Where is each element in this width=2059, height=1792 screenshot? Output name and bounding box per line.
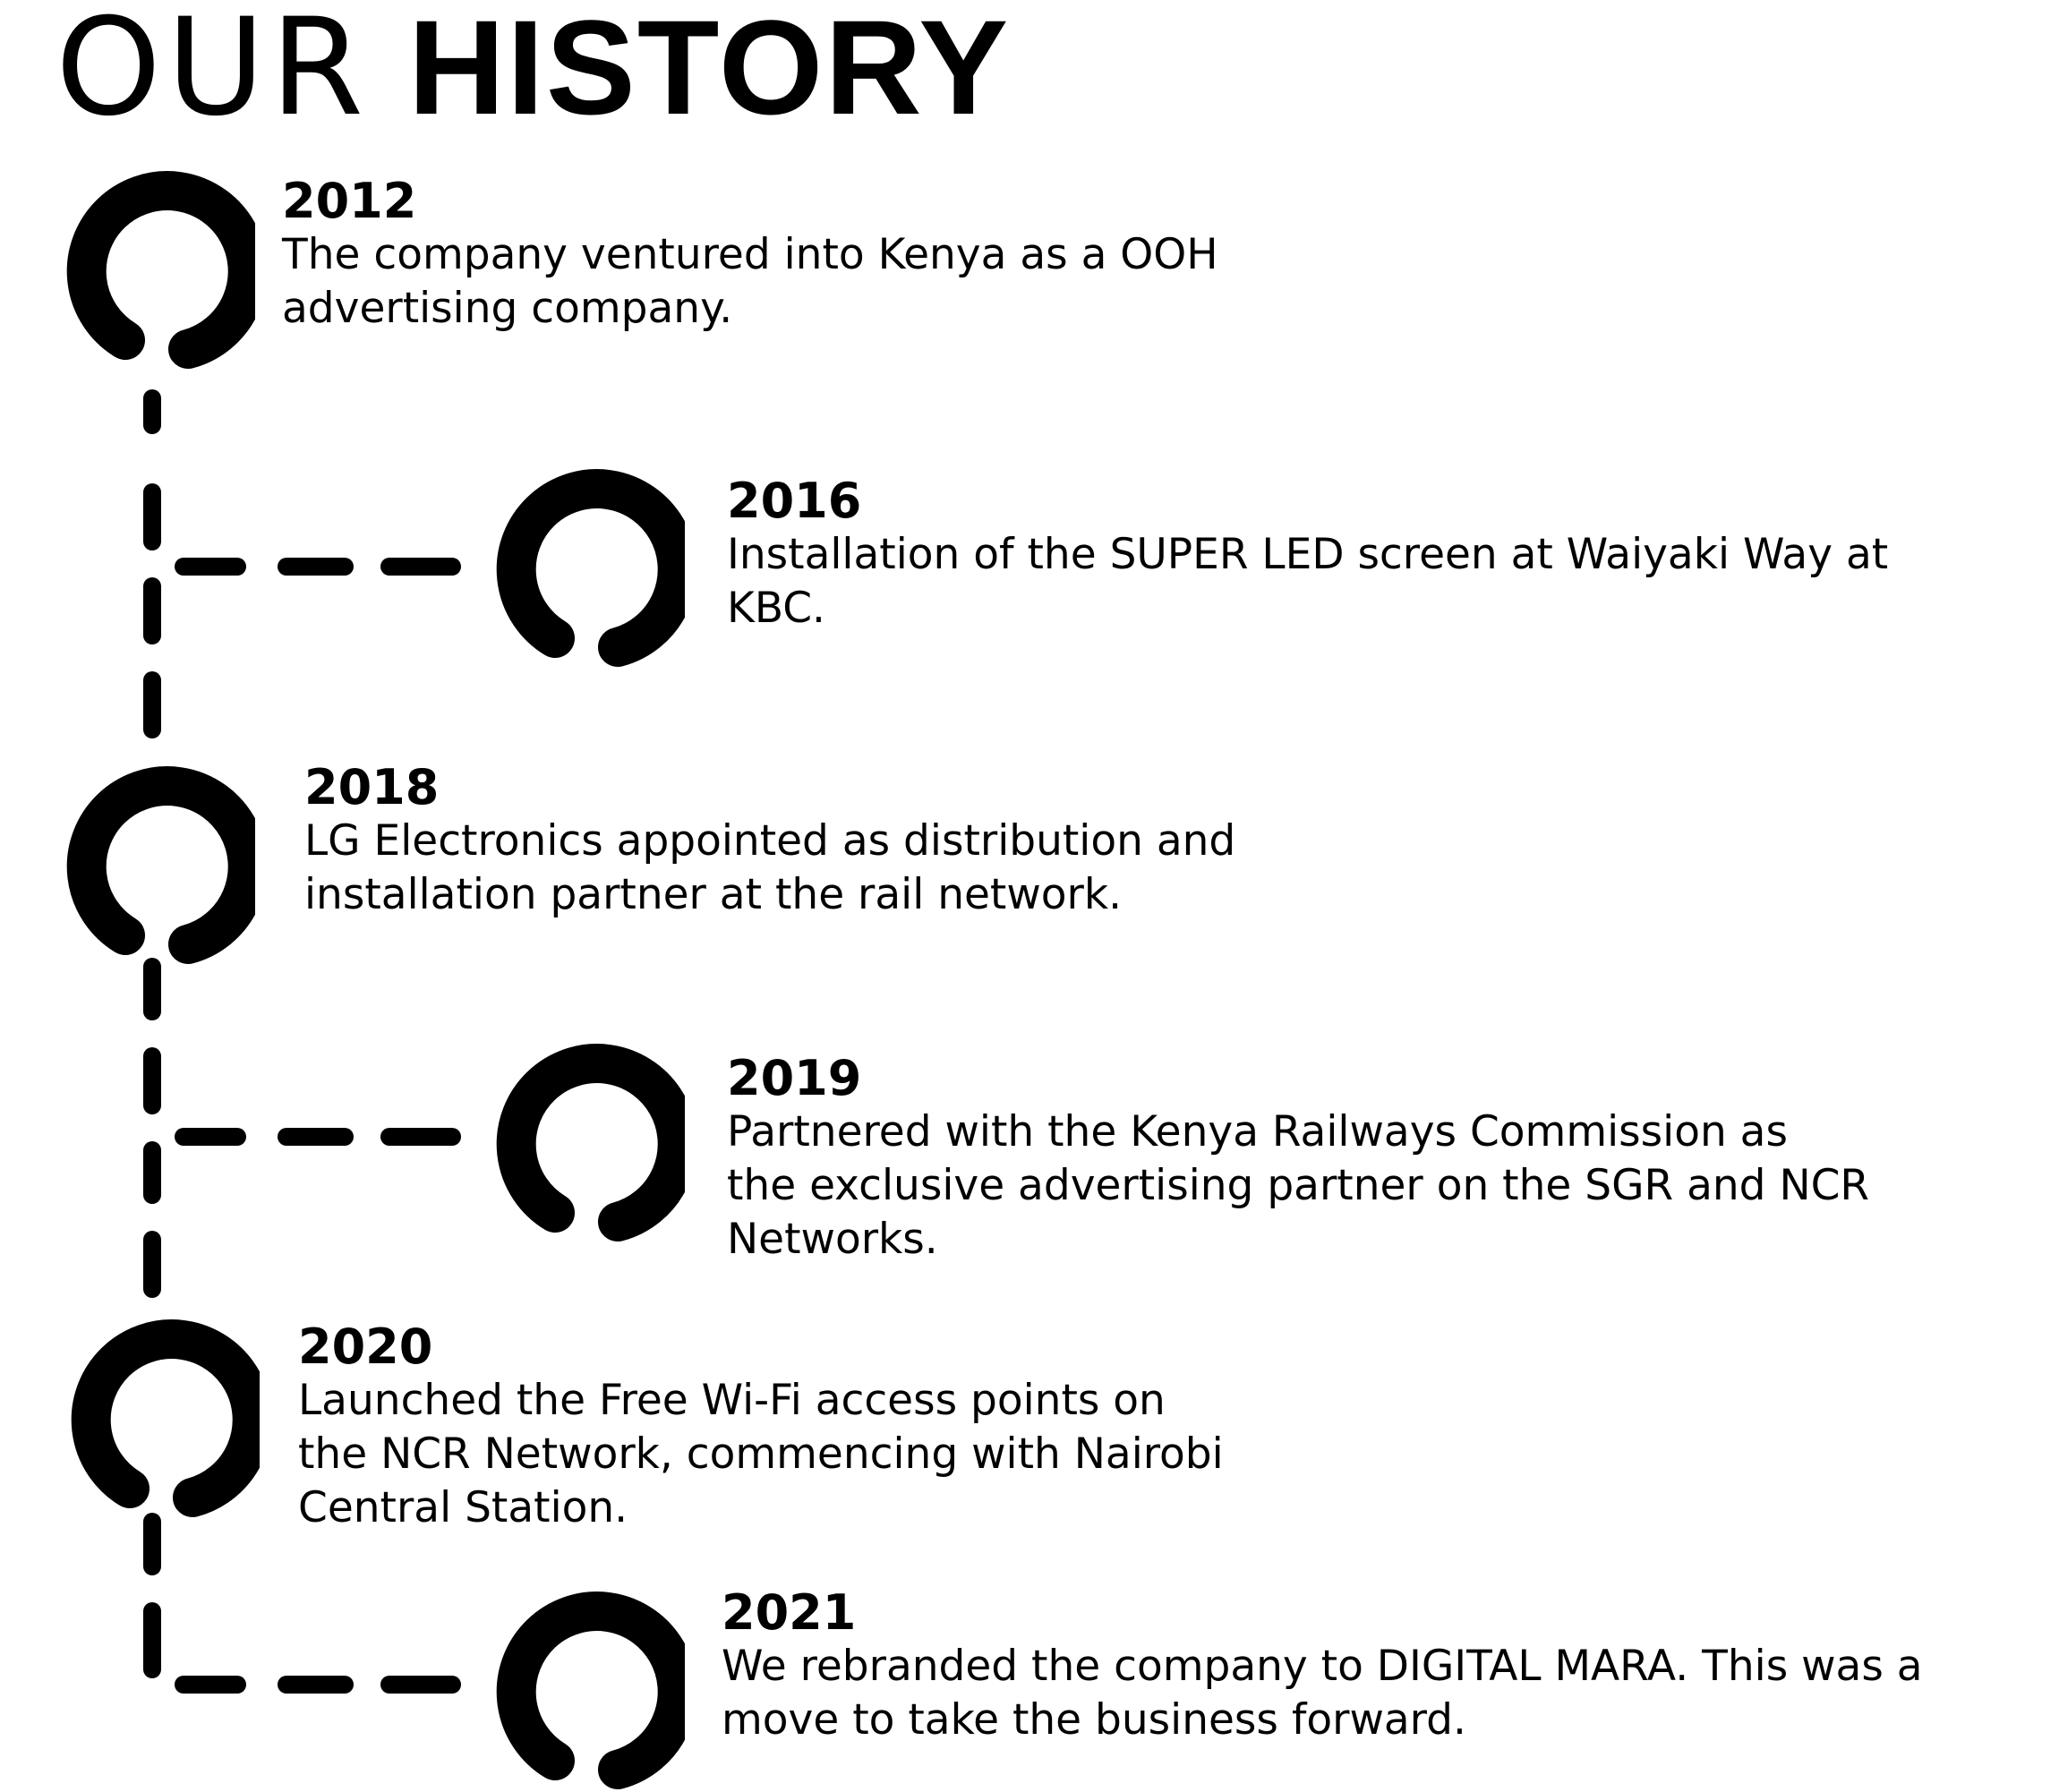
milestone-2012: 2012 The company ventured into Kenya as … xyxy=(282,175,1218,336)
milestone-year: 2016 xyxy=(727,473,862,529)
milestone-description-line: move to take the business forward. xyxy=(722,1695,1466,1745)
milestone-2021: 2021 We rebranded the company to DIGITAL… xyxy=(722,1586,1923,1747)
title-light: OUR xyxy=(56,0,370,146)
milestone-description-line: the NCR Network, commencing with Nairobi xyxy=(298,1429,1224,1479)
milestone-description-line: Networks. xyxy=(727,1215,938,1264)
milestone-year: 2018 xyxy=(304,759,440,815)
enso-circle-icon xyxy=(496,1044,685,1242)
title-bold: HISTORY xyxy=(407,0,1011,142)
milestone-2019: 2019 Partnered with the Kenya Railways C… xyxy=(727,1052,1869,1267)
milestone-2016: 2016 Installation of the SUPER LED scree… xyxy=(727,474,1888,636)
milestone-description-line: the exclusive advertising partner on the… xyxy=(727,1161,1870,1210)
milestone-year: 2019 xyxy=(727,1050,862,1106)
enso-circle-icon xyxy=(66,171,255,369)
milestone-year: 2020 xyxy=(298,1318,433,1375)
page-title: OUR HISTORY xyxy=(56,0,1010,135)
milestone-description-line: We rebranded the company to DIGITAL MARA… xyxy=(722,1642,1923,1691)
milestone-description-line: LG Electronics appointed as distribution… xyxy=(304,816,1236,866)
milestone-description-line: The company ventured into Kenya as a OOH xyxy=(282,230,1218,279)
enso-circle-icon xyxy=(496,469,685,667)
milestone-description-line: KBC. xyxy=(727,584,825,633)
milestone-description-line: advertising company. xyxy=(282,284,733,333)
milestone-2018: 2018 LG Electronics appointed as distrib… xyxy=(304,761,1235,922)
milestone-description-line: Installation of the SUPER LED screen at … xyxy=(727,530,1889,579)
milestone-2020: 2020 Launched the Free Wi-Fi access poin… xyxy=(298,1320,1224,1535)
milestone-description-line: Central Station. xyxy=(298,1483,628,1532)
enso-circle-icon xyxy=(496,1591,685,1789)
enso-circle-icon xyxy=(66,766,255,964)
milestone-description-line: Partnered with the Kenya Railways Commis… xyxy=(727,1107,1788,1156)
enso-circle-icon xyxy=(71,1319,260,1517)
milestone-year: 2021 xyxy=(722,1584,857,1641)
milestone-description-line: installation partner at the rail network… xyxy=(304,870,1123,919)
milestone-description-line: Launched the Free Wi-Fi access points on xyxy=(298,1376,1166,1425)
milestone-year: 2012 xyxy=(282,173,417,229)
